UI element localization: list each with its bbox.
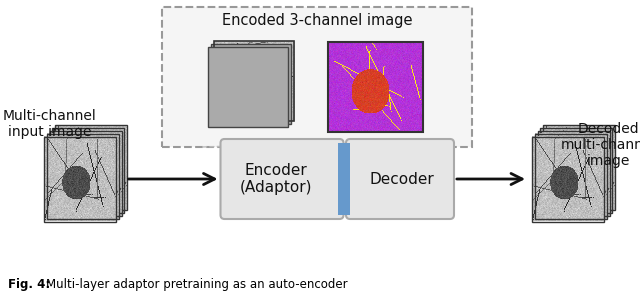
Text: Decoder: Decoder <box>370 171 435 187</box>
FancyBboxPatch shape <box>162 7 472 147</box>
Bar <box>535 134 607 219</box>
Bar <box>55 125 127 210</box>
Bar <box>44 137 116 222</box>
Text: Encoder
(Adaptor): Encoder (Adaptor) <box>240 163 312 195</box>
Bar <box>538 131 610 216</box>
Bar <box>47 134 119 219</box>
FancyBboxPatch shape <box>221 139 344 219</box>
Bar <box>50 131 122 216</box>
Bar <box>540 128 612 213</box>
Text: Encoded 3-channel image: Encoded 3-channel image <box>221 13 412 28</box>
Text: Multi-channel
input image: Multi-channel input image <box>3 109 97 139</box>
Bar <box>338 143 350 215</box>
Bar <box>328 42 423 132</box>
FancyBboxPatch shape <box>346 139 454 219</box>
Text: Fig. 4:: Fig. 4: <box>8 278 54 291</box>
Bar <box>532 137 604 222</box>
Bar <box>52 128 124 213</box>
Bar <box>208 47 288 127</box>
Text: Multi-layer adaptor pretraining as an auto-encoder: Multi-layer adaptor pretraining as an au… <box>46 278 348 291</box>
Bar <box>211 44 291 124</box>
Bar <box>543 125 615 210</box>
Bar <box>214 41 294 121</box>
Text: Decoded
multi-channel
image: Decoded multi-channel image <box>561 122 640 168</box>
